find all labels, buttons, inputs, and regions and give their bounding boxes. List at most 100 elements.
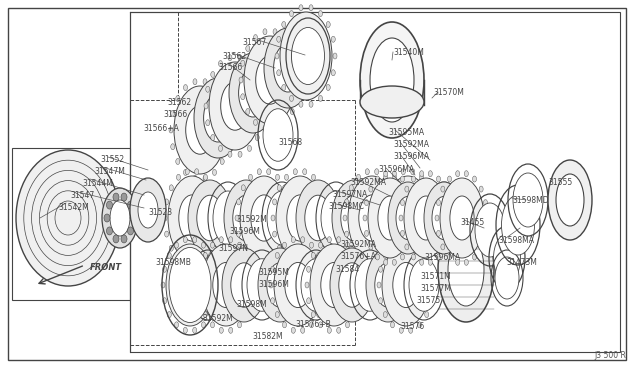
Ellipse shape [307,266,310,272]
Ellipse shape [392,256,397,262]
Ellipse shape [401,200,404,206]
Ellipse shape [427,185,431,191]
Ellipse shape [483,230,488,236]
Ellipse shape [231,263,257,307]
Ellipse shape [176,158,180,164]
Ellipse shape [209,253,212,259]
Ellipse shape [167,253,172,259]
Ellipse shape [273,125,277,131]
Ellipse shape [121,193,127,201]
Ellipse shape [170,245,173,251]
Ellipse shape [217,215,221,221]
Ellipse shape [275,253,279,259]
Ellipse shape [267,261,271,267]
Ellipse shape [228,237,233,243]
Ellipse shape [456,259,460,265]
Ellipse shape [282,35,287,41]
Ellipse shape [197,195,223,241]
Ellipse shape [413,215,417,221]
Ellipse shape [205,120,210,126]
Ellipse shape [330,248,374,322]
Ellipse shape [174,86,226,174]
Ellipse shape [483,200,488,206]
Ellipse shape [301,259,331,311]
Ellipse shape [175,322,179,328]
Ellipse shape [194,78,242,158]
Text: 31598M: 31598M [236,300,267,309]
Ellipse shape [282,242,287,248]
Ellipse shape [186,169,189,175]
Ellipse shape [420,171,424,177]
Ellipse shape [274,244,322,326]
Ellipse shape [399,327,403,333]
Ellipse shape [428,259,433,265]
Ellipse shape [299,101,303,107]
Ellipse shape [121,235,127,243]
Ellipse shape [204,253,207,259]
Ellipse shape [390,185,395,191]
Ellipse shape [275,53,279,59]
Text: 31582M: 31582M [252,332,283,341]
Ellipse shape [193,327,196,333]
Ellipse shape [218,61,223,67]
Ellipse shape [436,254,440,260]
Ellipse shape [417,242,422,248]
Ellipse shape [321,191,351,245]
Ellipse shape [337,237,340,243]
Ellipse shape [319,242,323,248]
Ellipse shape [332,180,376,256]
Bar [130,12,620,352]
Ellipse shape [417,322,422,328]
Ellipse shape [332,70,335,76]
Ellipse shape [177,263,204,308]
Ellipse shape [203,175,207,181]
Ellipse shape [204,312,207,318]
Ellipse shape [433,215,437,221]
Ellipse shape [163,266,166,272]
Ellipse shape [475,203,505,257]
Ellipse shape [275,174,280,180]
Ellipse shape [383,312,387,318]
Ellipse shape [385,185,389,191]
Ellipse shape [289,96,294,102]
Ellipse shape [441,186,445,192]
Ellipse shape [465,171,468,177]
Ellipse shape [241,94,244,100]
Ellipse shape [379,298,383,304]
Text: 31596MA: 31596MA [393,152,429,161]
Ellipse shape [383,256,387,262]
Ellipse shape [184,84,188,90]
Text: 31575: 31575 [416,296,440,305]
Ellipse shape [209,312,212,318]
Text: 31562: 31562 [167,98,191,107]
Ellipse shape [412,230,415,236]
Ellipse shape [392,174,397,180]
Ellipse shape [130,214,136,222]
Ellipse shape [183,237,188,243]
Text: 31598MC: 31598MC [328,202,364,211]
Ellipse shape [251,282,255,288]
Text: 31566: 31566 [218,63,243,72]
Text: 31598MA: 31598MA [498,236,534,245]
Text: 31584: 31584 [335,265,359,274]
Text: 31592MA: 31592MA [350,178,386,187]
Ellipse shape [244,36,296,124]
Ellipse shape [378,196,402,240]
Ellipse shape [244,253,249,259]
Ellipse shape [241,245,245,251]
Ellipse shape [255,71,259,77]
Ellipse shape [247,259,277,311]
Text: 31547: 31547 [70,191,94,200]
Ellipse shape [431,282,435,288]
Ellipse shape [276,36,281,42]
Ellipse shape [237,231,241,237]
Ellipse shape [285,256,289,262]
Ellipse shape [447,254,451,260]
Ellipse shape [291,28,324,84]
Ellipse shape [412,254,415,260]
Ellipse shape [224,180,268,256]
Ellipse shape [198,298,203,304]
Ellipse shape [321,266,325,272]
Ellipse shape [323,199,328,205]
Ellipse shape [248,145,252,151]
